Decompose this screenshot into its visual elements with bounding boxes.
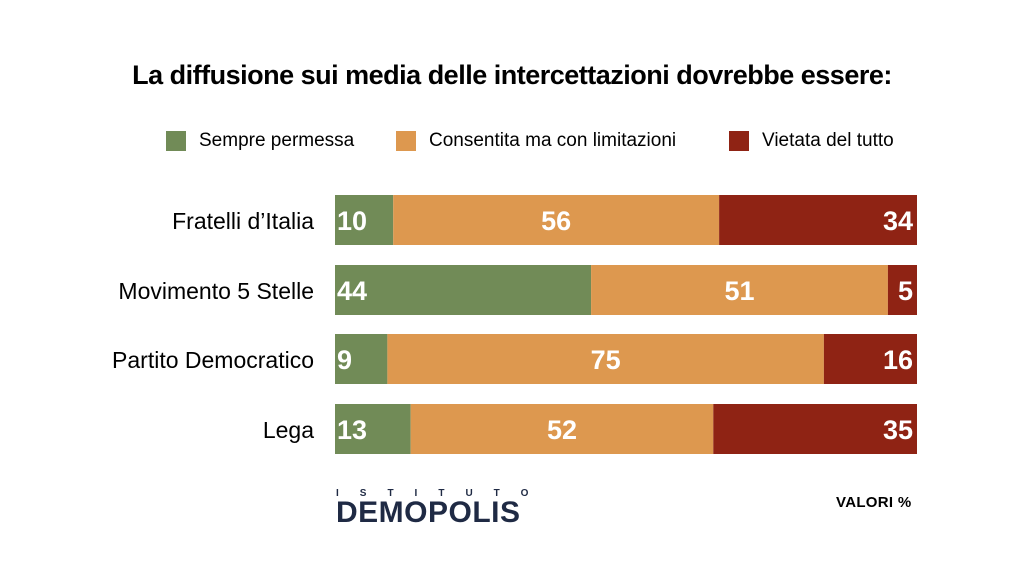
legend-label: Vietata del tutto (762, 130, 894, 151)
legend-item-vietata: Vietata del tutto (729, 130, 894, 152)
legend-label: Sempre permessa (199, 130, 355, 151)
bar-segment (335, 404, 411, 454)
bar-segment (887, 265, 917, 315)
data-label: 10 (337, 206, 367, 236)
data-label: 75 (591, 345, 621, 375)
data-label: 51 (724, 276, 754, 306)
stacked-bar-chart: Fratelli d’Italia 10 56 34 Movimento 5 Stell… (112, 195, 917, 454)
demopolis-logo: ISTITUTO DEMOPOLIS (336, 488, 576, 530)
bar-segment (713, 404, 917, 454)
bar-segment (335, 334, 388, 384)
data-label: 44 (337, 276, 367, 306)
bar-segment (719, 195, 917, 245)
data-label: 34 (883, 206, 913, 236)
category-label: Partito Democratico (112, 347, 314, 373)
bar-segment (823, 334, 917, 384)
bar-segment (335, 195, 394, 245)
unit-note: VALORI % (836, 494, 912, 511)
chart-title: La diffusione sui media delle intercetta… (132, 60, 892, 90)
category-label: Movimento 5 Stelle (118, 278, 314, 304)
bar-segment (335, 265, 592, 315)
data-label: 56 (541, 206, 571, 236)
category-label: Lega (263, 417, 314, 443)
data-label: 35 (883, 415, 913, 445)
bar-segment (393, 195, 720, 245)
legend-swatch-green (166, 131, 186, 151)
data-label: 13 (337, 415, 367, 445)
legend: Sempre permessa Consentita ma con limita… (0, 130, 1024, 154)
data-label: 52 (547, 415, 577, 445)
legend-label: Consentita ma con limitazioni (429, 130, 677, 151)
bar-segment (387, 334, 824, 384)
legend-item-sempre-permessa: Sempre permessa (166, 130, 354, 152)
logo-name: DEMOPOLIS (336, 496, 521, 529)
logo-subtitle: ISTITUTO (336, 488, 550, 499)
data-label: 9 (337, 345, 352, 375)
data-label: 16 (883, 345, 913, 375)
legend-swatch-red (729, 131, 749, 151)
bar-segment (410, 404, 714, 454)
bar-segment (591, 265, 888, 315)
data-label: 5 (898, 276, 913, 306)
category-label: Fratelli d’Italia (172, 208, 314, 234)
legend-item-consentita: Consentita ma con limitazioni (396, 130, 676, 152)
legend-swatch-orange (396, 131, 416, 151)
